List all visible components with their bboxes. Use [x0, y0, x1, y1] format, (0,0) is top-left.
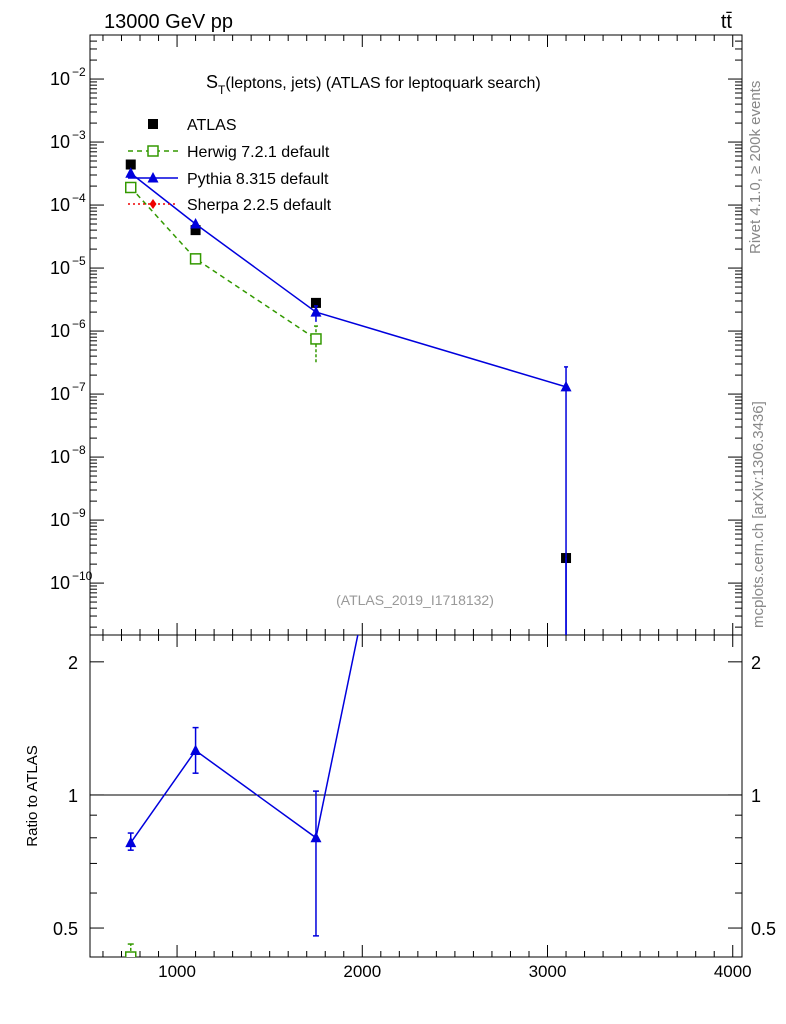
main-y-tick-label: 10 — [50, 510, 70, 530]
main-y-tick-exponent: −6 — [72, 317, 86, 331]
main-series-layer — [125, 159, 572, 635]
main-y-tick-exponent: −5 — [72, 254, 86, 268]
herwig-legend-marker — [147, 145, 159, 157]
herwig-main-point — [189, 253, 202, 265]
pythia-main-point — [560, 380, 572, 392]
main-y-tick-label: 10 — [50, 384, 70, 404]
herwig-main-line — [130, 186, 317, 340]
herwig-main-point — [310, 333, 322, 345]
ratio-y-tick-label-right: 0.5 — [751, 919, 776, 939]
header-right: tt̄ — [721, 11, 733, 33]
ratio-y-tick-label: 0.5 — [53, 919, 78, 939]
herwig-ratio-line — [130, 956, 132, 957]
tick-base: 10 — [50, 132, 70, 152]
atlas-main-point — [125, 159, 136, 170]
atlas-legend-label: ATLAS — [187, 117, 237, 134]
ratio-y-tick-label: 2 — [68, 653, 78, 673]
sherpa-legend-marker — [149, 199, 157, 209]
main-y-tick-label: 10 — [50, 69, 70, 89]
ratio-y-tick-label-right: 1 — [751, 786, 761, 806]
x-tick-label: 1000 — [158, 962, 196, 981]
tick-base: 10 — [50, 510, 70, 530]
main-y-tick-label: 10 — [50, 132, 70, 152]
atlas-main-point — [190, 225, 201, 236]
x-tick-label: 4000 — [714, 962, 752, 981]
x-tick-label: 3000 — [529, 962, 567, 981]
pythia-main-point — [190, 218, 202, 229]
ratio-series-layer — [125, 635, 359, 957]
main-y-tick-exponent: −4 — [72, 191, 86, 205]
analysis-id: (ATLAS_2019_I1718132) — [336, 592, 494, 608]
pythia-main-point — [310, 306, 322, 317]
tick-base: 10 — [50, 69, 70, 89]
sherpa-legend-label: Sherpa 2.2.5 default — [187, 197, 332, 214]
herwig-legend-label: Herwig 7.2.1 default — [187, 144, 330, 161]
rivet-label: Rivet 4.1.0, ≥ 200k events — [747, 81, 764, 254]
main-y-tick-label: 10 — [50, 573, 70, 593]
herwig-main-point — [125, 181, 137, 194]
pythia-ratio-point — [310, 831, 322, 843]
pythia-ratio-point — [125, 836, 137, 848]
main-y-tick-label: 10 — [50, 321, 70, 341]
main-y-tick-exponent: −3 — [72, 128, 86, 142]
x-tick-label: 2000 — [343, 962, 381, 981]
mcplots-label: mcplots.cern.ch [arXiv:1306.3436] — [750, 401, 767, 628]
pythia-main-point — [125, 167, 137, 178]
ratio-y-tick-label-right: 2 — [751, 653, 761, 673]
plot-title: ST(leptons, jets) (ATLAS for leptoquark … — [206, 72, 541, 97]
ratio-ylabel: Ratio to ATLAS — [24, 745, 41, 846]
legend: ATLAS Herwig 7.2.1 default Pythia 8.315 de… — [128, 117, 332, 214]
atlas-main-point — [310, 297, 321, 308]
tick-base: 10 — [50, 447, 70, 467]
header-left: 13000 GeV pp — [104, 11, 233, 33]
pythia-legend-label: Pythia 8.315 default — [187, 171, 329, 188]
main-y-tick-exponent: −7 — [72, 380, 86, 394]
ratio-plot-frame — [89, 634, 743, 958]
main-y-tick-label: 10 — [50, 447, 70, 467]
tick-base: 10 — [50, 384, 70, 404]
main-y-tick-exponent: −9 — [72, 506, 86, 520]
title-sub: T — [218, 83, 226, 97]
main-y-tick-exponent: −2 — [72, 65, 86, 79]
main-y-tick-exponent: −10 — [72, 569, 93, 583]
ratio-y-tick-label: 1 — [68, 786, 78, 806]
tick-base: 10 — [50, 258, 70, 278]
main-y-axis: 10−210−310−410−510−610−710−810−910−10 — [50, 34, 742, 628]
main-y-tick-label: 10 — [50, 258, 70, 278]
tick-base: 10 — [50, 321, 70, 341]
herwig-ratio-point — [125, 951, 137, 957]
main-y-tick-label: 10 — [50, 195, 70, 215]
main-y-tick-exponent: −8 — [72, 443, 86, 457]
atlas-legend-marker — [148, 119, 158, 129]
x-axis: 1000 2000 3000 4000 — [102, 35, 752, 981]
ratio-y-axis: 2 2 1 1 0.5 0.5 — [53, 653, 776, 939]
pythia-legend-marker — [147, 172, 159, 183]
title-main: S — [206, 72, 218, 92]
pythia-ratio-point — [190, 744, 202, 756]
tick-base: 10 — [50, 573, 70, 593]
pythia-main-line — [130, 172, 567, 388]
pythia-ratio-line — [130, 635, 359, 844]
tick-base: 10 — [50, 195, 70, 215]
title-rest: (leptons, jets) (ATLAS for leptoquark se… — [225, 75, 540, 92]
